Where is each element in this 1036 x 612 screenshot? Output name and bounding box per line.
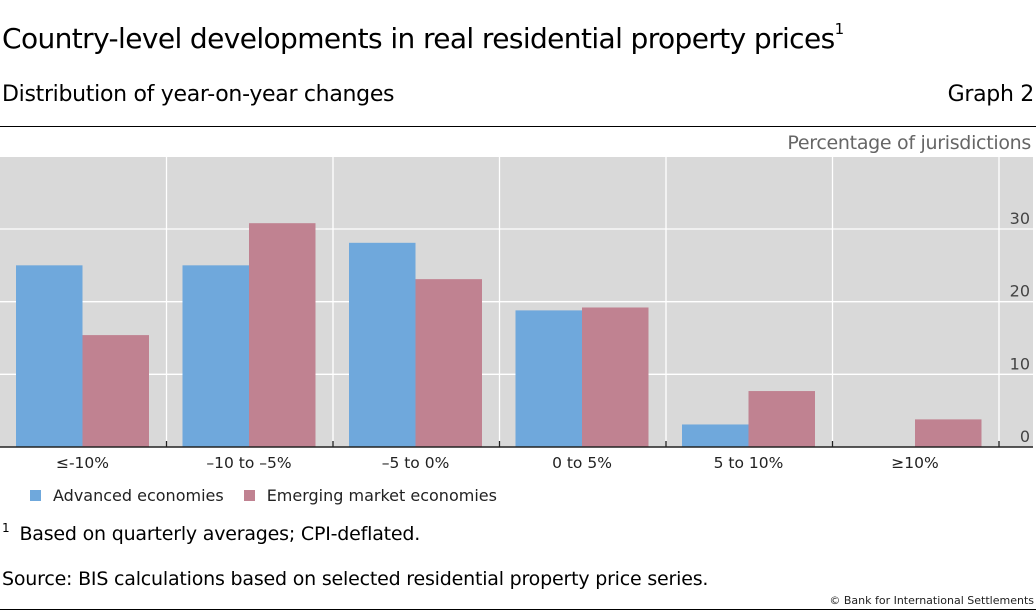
legend-label-advanced: Advanced economies (53, 486, 224, 505)
source-note: Source: BIS calculations based on select… (2, 568, 709, 590)
legend-swatch-advanced (30, 490, 41, 501)
legend-item-advanced-economies: Advanced economies (30, 486, 224, 505)
bar-emerging-3 (582, 307, 649, 447)
bars (16, 223, 982, 447)
graph-number: Graph 2 (947, 82, 1035, 107)
x-tick-label-4: 5 to 10% (714, 454, 784, 472)
y-tick-label-20: 20 (1010, 282, 1030, 301)
title-footnote-marker: 1 (834, 20, 845, 38)
x-axis-tick-labels: ≤-10% –10 to –5% –5 to 0% 0 to 5% 5 to 10% ≥1… (56, 454, 939, 472)
x-tick-label-1: –10 to –5% (206, 454, 291, 472)
x-axis-ticks (165, 441, 1000, 447)
bar-emerging-1 (249, 223, 316, 447)
x-tick-label-3: 0 to 5% (552, 454, 612, 472)
bar-advanced-0 (16, 265, 83, 447)
x-tick-label-0: ≤-10% (56, 454, 109, 472)
legend: Advanced economies Emerging market econo… (30, 486, 517, 505)
legend-swatch-emerging (243, 490, 255, 501)
y-tick-label-30: 30 (1010, 209, 1030, 228)
y-tick-label-0: 0 (1020, 427, 1030, 446)
chart-subtitle: Distribution of year-on-year changes (2, 82, 395, 107)
top-divider (0, 126, 1036, 127)
legend-label-emerging: Emerging market economies (266, 486, 497, 505)
chart-title: Country-level developments in real resid… (2, 20, 845, 55)
bar-advanced-4 (682, 424, 749, 447)
legend-item-emerging-market-economies: Emerging market economies (243, 486, 497, 505)
footnote: 1 Based on quarterly averages; CPI-deflat… (2, 521, 421, 545)
bar-emerging-5 (915, 419, 982, 447)
footnote-marker: 1 (2, 521, 10, 535)
chart-title-text: Country-level developments in real resid… (2, 22, 835, 55)
y-tick-label-10: 10 (1010, 354, 1030, 373)
bar-advanced-1 (182, 265, 249, 447)
y-axis-tick-labels: 0 10 20 30 (1010, 209, 1030, 446)
copyright: © Bank for International Settlements (829, 594, 1034, 607)
bar-advanced-3 (515, 310, 582, 447)
bar-emerging-0 (82, 335, 149, 447)
footnote-text: Based on quarterly averages; CPI-deflate… (19, 523, 421, 545)
x-tick-label-2: –5 to 0% (382, 454, 450, 472)
bar-advanced-2 (349, 242, 416, 447)
bottom-divider (0, 609, 1036, 610)
x-tick-label-5: ≥10% (891, 454, 938, 472)
y-axis-unit-label: Percentage of jurisdictions (787, 132, 1031, 154)
bar-emerging-2 (415, 279, 482, 447)
vertical-gridlines (165, 157, 1000, 447)
bar-emerging-4 (748, 391, 815, 447)
